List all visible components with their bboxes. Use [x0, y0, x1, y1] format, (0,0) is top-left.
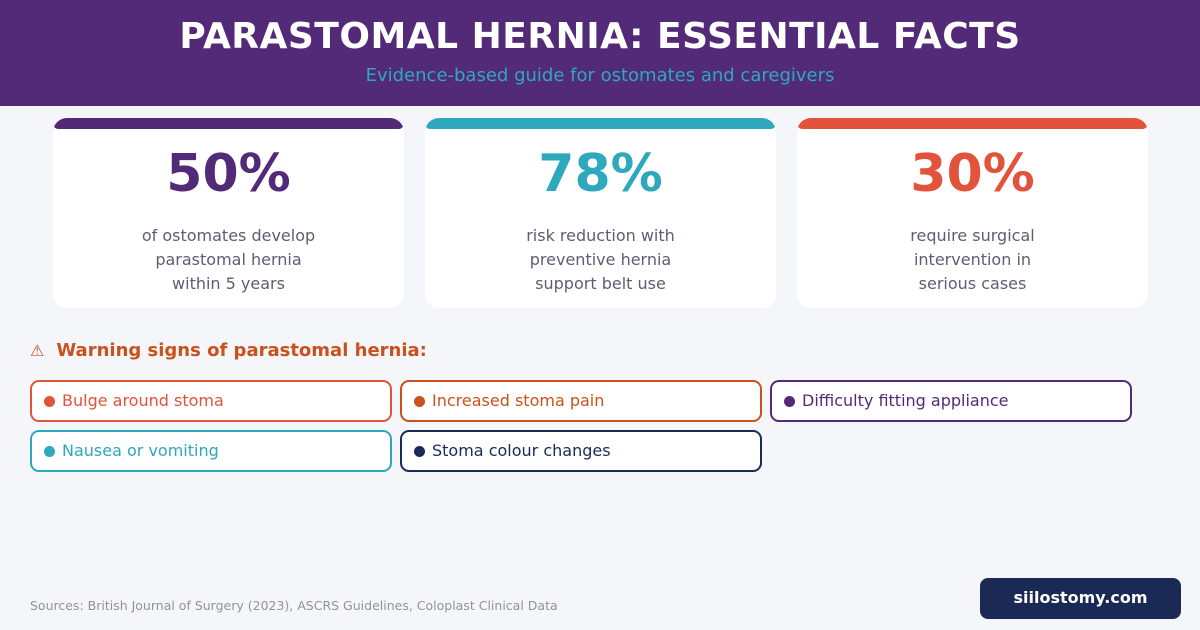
stat-description: require surgical intervention in serious…: [857, 224, 1088, 296]
stat-description-line: preventive hernia: [529, 250, 672, 269]
stat-description-line: intervention in: [913, 250, 1032, 269]
stat-value: 50%: [166, 144, 291, 204]
stat-value: 30%: [910, 144, 1035, 204]
warning-triangle-icon: ⚠: [30, 341, 45, 360]
warning-sign-label: Bulge around stoma: [62, 391, 224, 410]
stat-description-line: require surgical: [910, 226, 1035, 245]
warning-sign-chip: Bulge around stoma: [30, 380, 392, 422]
warning-sign-chip: Increased stoma pain: [400, 380, 762, 422]
bullet-dot-icon: [414, 396, 425, 407]
bullet-dot-icon: [784, 396, 795, 407]
brand-badge[interactable]: siilostomy.com: [980, 578, 1181, 619]
stat-description-line: support belt use: [535, 274, 666, 293]
stat-card-risk-reduction: 78% risk reduction with preventive herni…: [425, 118, 776, 308]
warning-sign-chip: Difficulty fitting appliance: [770, 380, 1132, 422]
card-accent-bar: [425, 118, 776, 129]
stat-card-surgical-intervention: 30% require surgical intervention in ser…: [797, 118, 1148, 308]
bullet-dot-icon: [414, 446, 425, 457]
stat-value: 78%: [538, 144, 663, 204]
header-banner: PARASTOMAL HERNIA: ESSENTIAL FACTS Evide…: [0, 0, 1200, 106]
page-title: PARASTOMAL HERNIA: ESSENTIAL FACTS: [179, 16, 1021, 57]
stat-card-hernia-incidence: 50% of ostomates develop parastomal hern…: [53, 118, 404, 308]
sources-text: Sources: British Journal of Surgery (202…: [30, 598, 558, 613]
card-accent-bar: [53, 118, 404, 129]
warning-heading-text: Warning signs of parastomal hernia:: [56, 340, 427, 361]
stat-description-line: within 5 years: [172, 274, 285, 293]
bullet-dot-icon: [44, 446, 55, 457]
bullet-dot-icon: [44, 396, 55, 407]
warning-sign-label: Difficulty fitting appliance: [802, 391, 1009, 410]
warning-sign-label: Nausea or vomiting: [62, 441, 219, 460]
stat-description-line: serious cases: [918, 274, 1027, 293]
warning-sign-chip: Stoma colour changes: [400, 430, 762, 472]
stat-description: of ostomates develop parastomal hernia w…: [113, 224, 344, 296]
stat-description: risk reduction with preventive hernia su…: [485, 224, 716, 296]
stat-description-line: parastomal hernia: [155, 250, 302, 269]
card-accent-bar: [797, 118, 1148, 129]
warning-sign-label: Increased stoma pain: [432, 391, 605, 410]
stat-description-line: of ostomates develop: [141, 226, 316, 245]
warning-sign-label: Stoma colour changes: [432, 441, 611, 460]
warning-sign-chip: Nausea or vomiting: [30, 430, 392, 472]
warning-heading: ⚠ Warning signs of parastomal hernia:: [30, 340, 427, 361]
page-subtitle: Evidence-based guide for ostomates and c…: [365, 65, 835, 86]
stat-description-line: risk reduction with: [526, 226, 675, 245]
